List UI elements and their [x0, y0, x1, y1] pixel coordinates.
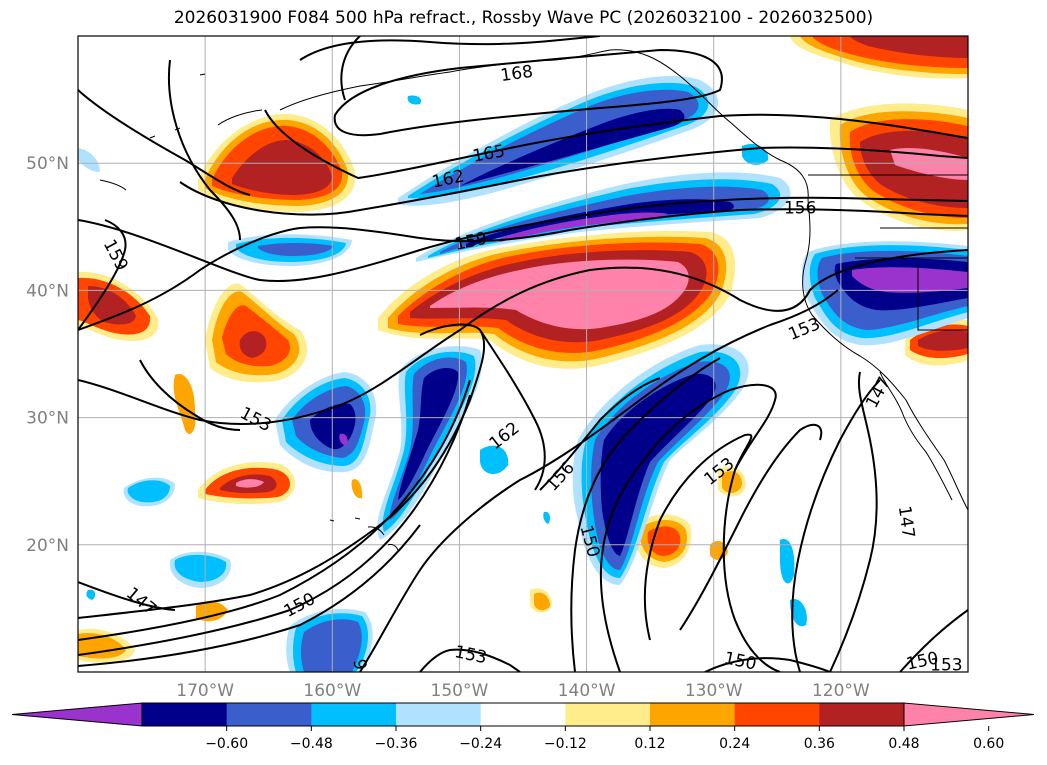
lat-tick-label: 40°N	[26, 281, 69, 301]
colorbar-extend-low	[11, 702, 143, 727]
contour-label: 147	[122, 583, 160, 619]
contour-west-156	[78, 89, 251, 196]
colorbar-tick-label: 0.12	[634, 736, 665, 752]
svg-text:147: 147	[894, 505, 918, 540]
lon-tick-label: 130°W	[685, 681, 743, 701]
contour-trough-b	[599, 383, 777, 672]
colorbar-segment	[396, 703, 482, 726]
colorbar-tick-label: −0.24	[459, 736, 502, 752]
contour-jet-a	[78, 379, 471, 641]
anomaly-fill-layer	[78, 36, 968, 672]
contour-label: 153	[930, 655, 962, 675]
contour-south-153	[419, 648, 521, 672]
contour-jet-d	[359, 289, 839, 672]
colorbar-segment	[819, 703, 905, 726]
contour-jet-b	[78, 394, 471, 656]
contour-mid-162	[479, 329, 546, 491]
svg-text:159: 159	[99, 236, 132, 274]
contour-mid-156	[539, 377, 661, 491]
contour-label: 153	[237, 403, 275, 436]
svg-text:153: 153	[237, 403, 275, 436]
plot-title: 2026031900 F084 500 hPa refract., Rossby…	[173, 8, 874, 28]
contour-east-147	[829, 371, 878, 672]
colorbar-segment	[311, 703, 397, 726]
svg-text:147: 147	[122, 583, 160, 619]
colorbar-frame	[141, 702, 905, 727]
contour-label: 168	[499, 62, 534, 86]
contour-label: 153	[786, 314, 824, 345]
svg-text:9: 9	[348, 657, 370, 671]
contour-label: 147	[862, 374, 895, 412]
colorbar-tick-label: 0.24	[719, 736, 750, 752]
svg-text:153: 153	[930, 655, 962, 675]
contour-trough-d	[679, 423, 823, 631]
colorbar-segment	[480, 703, 566, 726]
colorbar-tick-label: −0.48	[290, 736, 333, 752]
svg-text:147: 147	[862, 374, 895, 412]
longitude-labels: 170°W 160°W 150°W 140°W 130°W 120°W	[176, 681, 870, 701]
contour-west-arc	[168, 59, 241, 241]
svg-text:159: 159	[453, 229, 489, 255]
colorbar-tick-label: −0.60	[205, 736, 248, 752]
contour-label: 159	[453, 229, 489, 255]
colorbar-segment	[565, 703, 651, 726]
contour-159	[78, 196, 968, 283]
contour-label: 159	[99, 236, 132, 274]
contour-south-150	[704, 657, 831, 672]
colorbar-segment	[734, 703, 820, 726]
north-america-coast	[279, 49, 968, 511]
positive-anomaly-west	[78, 271, 308, 663]
colorbar-tick-label: −0.36	[375, 736, 418, 752]
contour-trough-c	[643, 433, 781, 672]
colorbar-tick-label: 0.48	[888, 736, 919, 752]
contour-label: 156	[784, 199, 816, 219]
contour-165	[264, 109, 968, 180]
contour-north-arc-2	[340, 36, 361, 101]
lon-tick-label: 140°W	[558, 681, 616, 701]
lon-tick-label: 150°W	[431, 681, 489, 701]
lat-tick-label: 50°N	[26, 154, 69, 174]
lat-tick-label: 30°N	[26, 409, 69, 429]
colorbar-tick-label: 0.36	[804, 736, 835, 752]
contour-168	[333, 48, 723, 137]
contour-east-150	[899, 609, 968, 672]
negative-anomaly-subtropics-west	[78, 95, 482, 672]
contour-label: 9	[348, 657, 370, 671]
contour-north-arc	[299, 36, 601, 61]
graticule	[78, 36, 968, 672]
state-borders	[808, 174, 968, 331]
map-frame	[77, 35, 969, 673]
baja-coast	[879, 371, 953, 501]
colorbar-tick-label: −0.12	[544, 736, 587, 752]
contour-west-159	[78, 219, 127, 331]
height-contours	[78, 36, 968, 672]
lat-tick-label: 20°N	[26, 536, 69, 556]
latitude-labels: 20°N 30°N 40°N 50°N	[26, 154, 69, 556]
contour-west-153	[139, 359, 241, 431]
contour-trough-e	[791, 379, 881, 672]
contour-jet-c	[78, 524, 421, 667]
svg-text:168: 168	[499, 62, 534, 86]
contour-label: 147	[894, 505, 918, 540]
contour-trough-a	[570, 357, 721, 672]
lon-tick-label: 160°W	[303, 681, 361, 701]
contour-147	[78, 581, 176, 611]
colorbar: −0.60 −0.48 −0.36 −0.24 −0.12 0.12 0.24 0.36 0.4…	[11, 702, 1035, 752]
contour-label: 153	[453, 642, 489, 668]
colorbar-tick-label: 0.60	[973, 736, 1004, 752]
colorbar-segment	[142, 703, 228, 726]
svg-text:153: 153	[453, 642, 489, 668]
lon-tick-label: 120°W	[812, 681, 870, 701]
contour-153	[78, 249, 968, 425]
contour-162	[179, 146, 968, 216]
contour-156	[78, 208, 968, 331]
lon-tick-label: 170°W	[176, 681, 234, 701]
colorbar-segment	[650, 703, 736, 726]
positive-anomaly-subtropics	[351, 466, 746, 613]
svg-text:153: 153	[786, 314, 824, 345]
svg-text:156: 156	[784, 199, 816, 219]
colorbar-extend-high	[903, 702, 1035, 727]
colorbar-segment	[226, 703, 312, 726]
